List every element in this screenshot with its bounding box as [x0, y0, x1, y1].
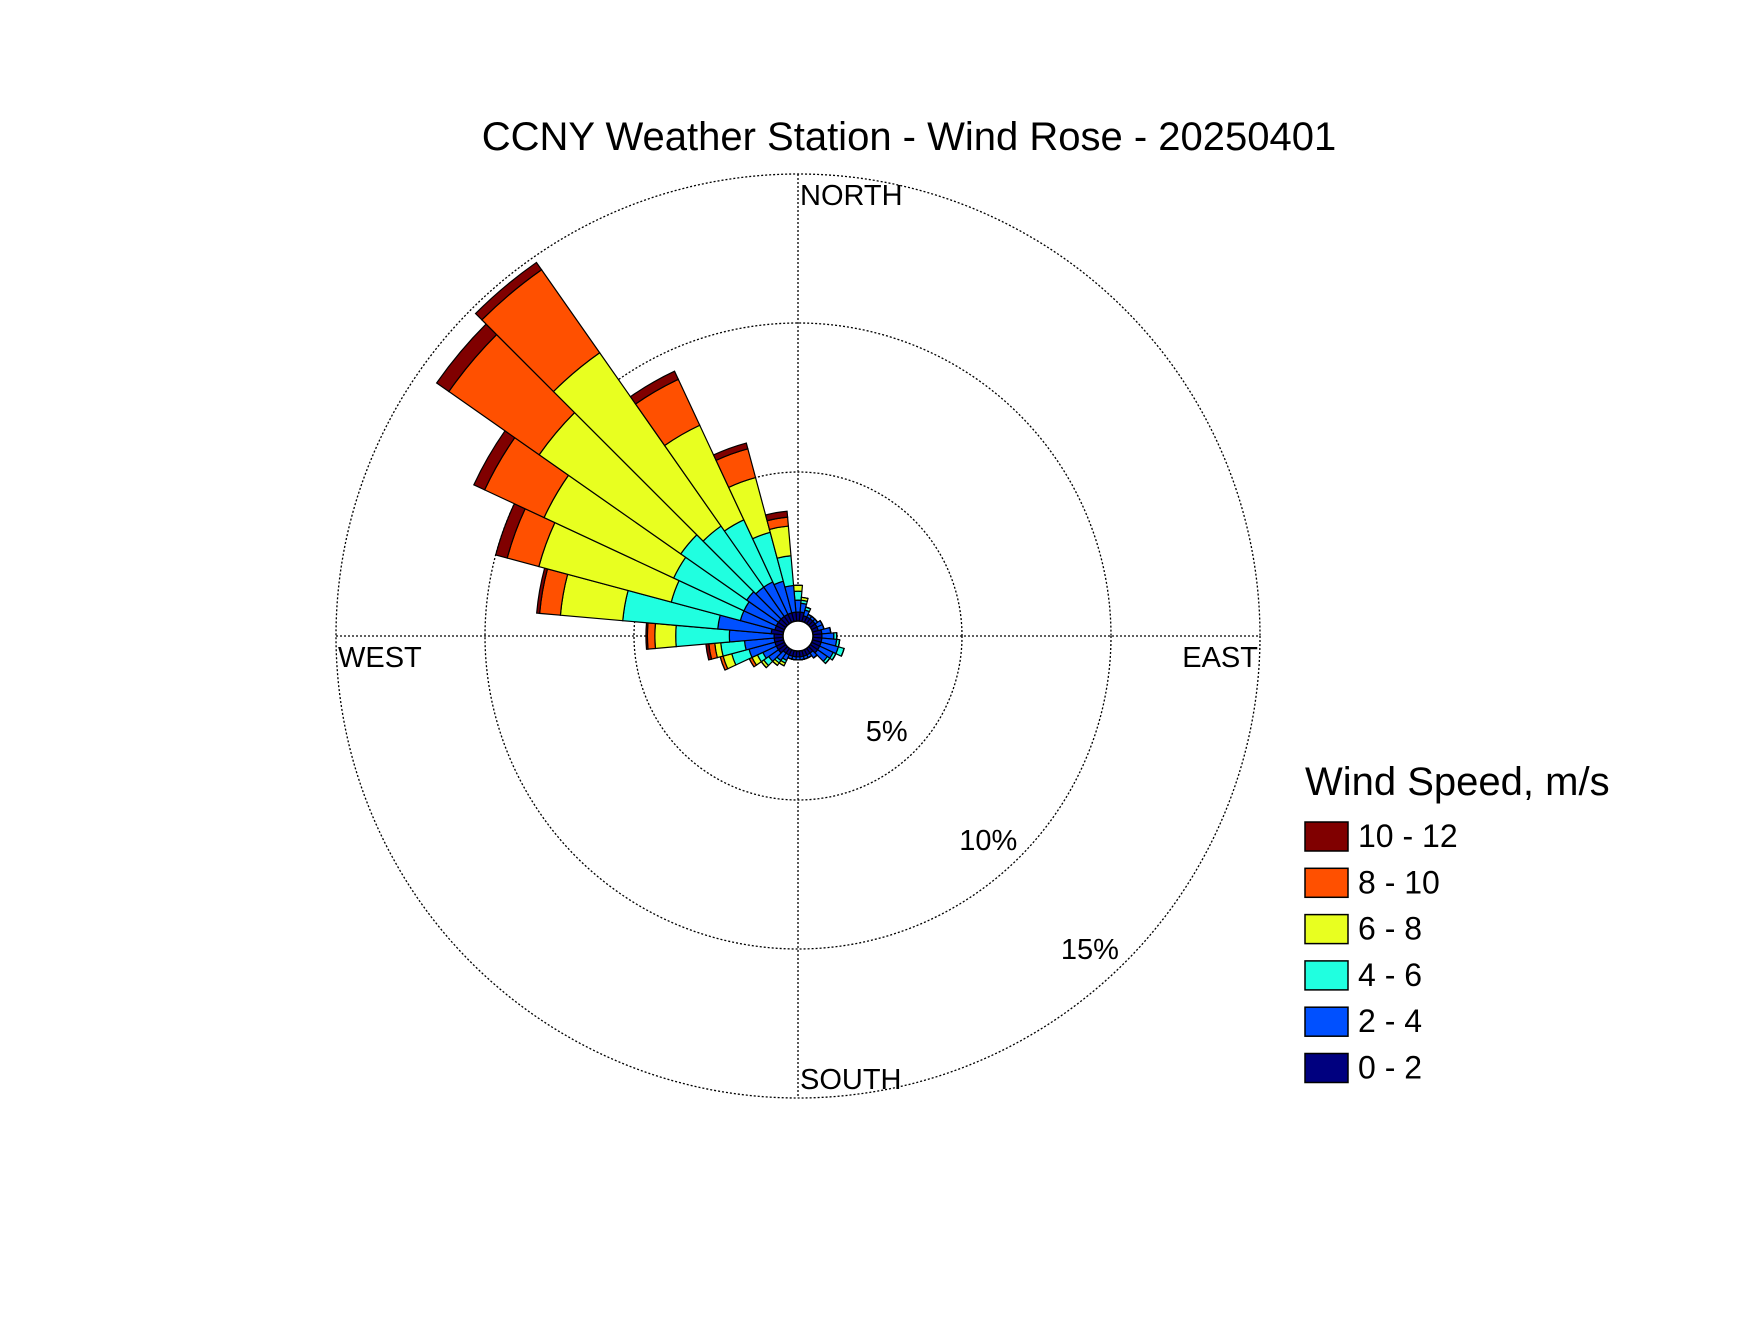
direction-label: SOUTH — [800, 1064, 902, 1096]
legend-label: 8 - 10 — [1358, 864, 1440, 900]
ring-label: 5% — [866, 716, 908, 748]
legend-swatch — [1305, 868, 1348, 897]
wedge-segment — [655, 624, 676, 649]
center-hole — [783, 621, 813, 651]
legend-swatch — [1305, 915, 1348, 944]
legend-label: 2 - 4 — [1358, 1003, 1422, 1039]
legend-label: 4 - 6 — [1358, 957, 1422, 993]
wedge-segment — [647, 623, 655, 649]
ring-label: 10% — [959, 825, 1017, 857]
legend-swatch — [1305, 961, 1348, 990]
legend-swatch — [1305, 822, 1348, 851]
ring-label: 15% — [1061, 934, 1119, 966]
legend-title: Wind Speed, m/s — [1305, 760, 1610, 804]
chart-title: CCNY Weather Station - Wind Rose - 20250… — [482, 115, 1337, 159]
wedge-segment — [794, 585, 803, 591]
direction-label: EAST — [1182, 642, 1258, 674]
direction-label: NORTH — [800, 180, 903, 212]
legend-label: 0 - 2 — [1358, 1050, 1422, 1086]
direction-label: WEST — [338, 642, 422, 674]
legend-swatch — [1305, 1007, 1348, 1036]
legend-label: 10 - 12 — [1358, 818, 1458, 854]
wedge-segment — [800, 659, 804, 660]
wedge-segment — [646, 623, 648, 650]
wedge-segment — [792, 659, 796, 660]
legend-swatch — [1305, 1054, 1348, 1083]
legend-label: 6 - 8 — [1358, 911, 1422, 947]
